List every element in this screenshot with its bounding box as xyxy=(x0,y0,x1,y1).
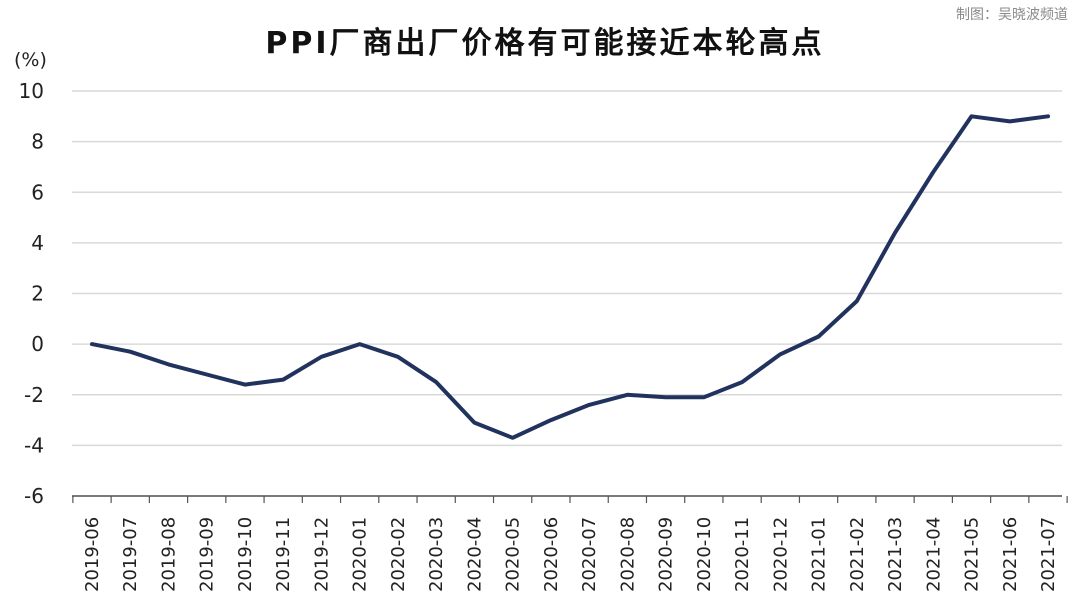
x-tick-label: 2020-04 xyxy=(464,517,485,592)
x-tick-label: 2019-11 xyxy=(273,517,294,592)
chart-title: PPI厂商出厂价格有可能接近本轮高点 xyxy=(265,26,824,61)
x-tick-label: 2021-04 xyxy=(923,517,944,592)
x-tick-label: 2020-09 xyxy=(656,517,677,592)
x-tick-label: 2021-07 xyxy=(1038,517,1059,592)
x-tick-label: 2020-10 xyxy=(694,517,715,592)
y-tick-label: -6 xyxy=(24,484,44,508)
x-tick-label: 2021-03 xyxy=(885,517,906,592)
gridlines xyxy=(72,90,1062,497)
x-tick-label: 2020-11 xyxy=(732,517,753,592)
x-tick-label: 2020-05 xyxy=(503,517,524,592)
y-tick-label: -4 xyxy=(24,433,44,457)
y-tick-label: 2 xyxy=(31,282,44,306)
x-tick-label: 2021-02 xyxy=(847,517,868,592)
x-tick-label: 2021-01 xyxy=(809,517,830,592)
series-group xyxy=(90,114,1050,440)
x-tick-label: 2020-07 xyxy=(579,517,600,592)
x-tick-label: 2019-09 xyxy=(197,517,218,592)
x-tick-label: 2020-12 xyxy=(770,517,791,592)
chart-credit: 制图：吴晓波频道 xyxy=(956,7,1068,23)
y-axis-unit: (%) xyxy=(14,49,47,71)
y-tick-label: 10 xyxy=(19,79,44,103)
y-tick-label: 4 xyxy=(31,231,44,255)
x-tick-label: 2020-08 xyxy=(617,517,638,592)
x-tick-label: 2020-03 xyxy=(426,517,447,592)
x-tick-label: 2019-10 xyxy=(235,517,256,592)
x-tick-label: 2019-06 xyxy=(82,517,103,592)
y-tick-label: -2 xyxy=(24,383,44,407)
x-tick-label: 2019-12 xyxy=(311,517,332,592)
y-tick-labels: 10 8 6 4 2 0 -2 -4 -6 xyxy=(19,79,44,508)
x-tick-label: 2020-01 xyxy=(350,517,371,592)
x-tick-label: 2021-05 xyxy=(962,517,983,592)
x-tick-label: 2020-02 xyxy=(388,517,409,592)
x-tick-labels: 2019-06 2019-07 2019-08 2019-09 2019-10 2019-… xyxy=(72,496,1068,592)
x-tick-label: 2019-07 xyxy=(120,517,141,592)
x-tick-label: 2019-08 xyxy=(158,517,179,592)
x-tick-label: 2021-06 xyxy=(1000,517,1021,592)
y-tick-label: 0 xyxy=(31,332,44,356)
y-tick-label: 6 xyxy=(31,180,44,204)
x-tick-label: 2020-06 xyxy=(541,517,562,592)
y-tick-label: 8 xyxy=(31,130,44,154)
series-line xyxy=(90,114,1050,440)
